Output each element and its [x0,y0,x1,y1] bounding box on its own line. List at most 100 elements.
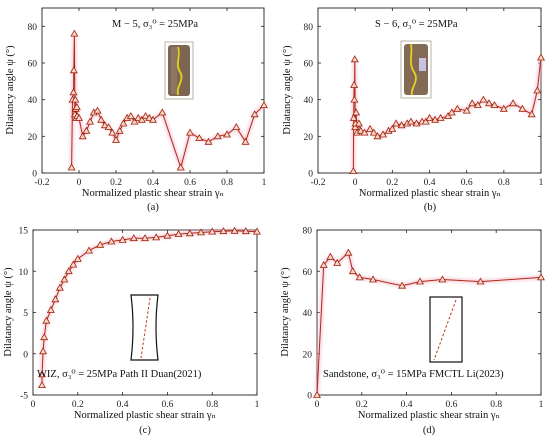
data-point [416,277,424,285]
x-tick-label: 0.4 [401,400,413,410]
y-tick-label: 20 [303,350,313,360]
x-tick-label: -0.2 [34,178,49,188]
specimen-sketch [130,294,159,361]
data-point [51,295,60,303]
data-point [107,237,116,245]
data-point [319,261,328,268]
data-point [134,113,143,121]
x-tick-label: 0.6 [161,400,173,410]
x-tick-label: 1 [539,400,544,410]
data-point [208,227,217,235]
y-axis-label: Dilatancy angle ψ (°) [3,267,14,357]
x-tick-label: 1 [255,400,260,410]
data-point [468,99,477,107]
x-tick-label: 0.6 [184,178,196,188]
data-point [152,233,161,241]
data-point [70,29,79,37]
series-line [67,29,268,174]
data-point [115,126,124,134]
y-tick-label: 40 [304,96,314,106]
y-tick-label: 15 [19,227,29,237]
annotation: M − 5, σ₃⁰ = 25MPa [112,19,198,30]
x-tick-label: 0.6 [445,400,457,410]
data-point [100,121,109,129]
x-axis-label: Normalized plastic shear strain γₙ [82,188,225,199]
data-point [412,119,421,127]
x-tick-label: 0.4 [424,178,436,188]
data-point [96,240,105,248]
annotation: S − 6, σ₃⁰ = 25MPa [375,19,458,30]
y-tick-label: 60 [304,60,314,70]
x-tick-label: 1 [262,178,267,188]
x-tick-label: 0.8 [498,178,510,188]
data-point [509,99,518,107]
y-tick-label: 0 [23,350,28,360]
data-point [379,130,387,138]
data-point [46,305,55,313]
data-point [241,227,250,235]
data-point [118,235,127,243]
x-tick-label: 0.8 [490,400,502,410]
data-point [112,135,120,143]
annotation: Sandstone, σ₃⁰ = 15MPa FMCTL Li(2023) [323,369,504,380]
data-point [462,106,471,114]
data-point [137,115,146,123]
data-point [453,104,462,112]
data-point [344,248,353,256]
x-tick-label: 1 [539,178,544,188]
y-axis-label: Dilatancy angle ψ (°) [280,267,291,357]
data-point [356,126,365,134]
data-point [185,229,194,237]
y-tick-label: 5 [23,309,28,319]
data-point [55,283,64,291]
y-tick-label: 80 [304,23,314,33]
data-point [130,117,139,125]
data-point [352,108,361,116]
data-point [158,108,167,116]
data-point [60,275,69,283]
data-point [360,128,369,136]
data-point [537,53,545,61]
data-point [350,95,359,103]
x-tick-label: 0.2 [356,400,368,410]
data-point [349,167,358,175]
data-point [490,101,499,108]
x-tick-label: 0 [77,178,82,188]
data-point [219,227,228,235]
specimen-sketch [429,296,463,363]
x-axis-label: Normalized plastic shear strain γₙ [74,410,217,421]
data-point [388,124,397,132]
y-tick-label: 60 [303,268,313,278]
data-point [145,113,154,121]
x-tick-label: 0.2 [110,178,122,188]
data-point [174,229,183,238]
y-tick-label: 0 [32,170,37,180]
data-point [260,101,268,108]
data-point [163,231,172,239]
data-point [527,110,536,118]
data-point [69,88,78,96]
data-point [406,117,415,125]
data-point [141,234,149,242]
data-point [476,277,485,285]
data-point [75,113,83,121]
data-point [223,130,231,138]
data-point [38,370,46,378]
data-point [348,267,357,275]
y-tick-label: 20 [304,133,314,143]
x-tick-label: 0.6 [461,178,473,188]
data-point [230,226,239,234]
data-point [366,124,374,132]
y-tick-label: 40 [303,309,313,319]
data-point [69,260,78,268]
panel-label: (a) [147,202,159,213]
data-point [533,86,542,94]
data-point [126,112,135,119]
data-point [97,115,106,123]
y-axis-label: Dilatancy angle ψ (°) [5,45,16,135]
data-point [241,137,250,145]
specimen-photo [400,40,432,99]
data-point [499,104,508,112]
